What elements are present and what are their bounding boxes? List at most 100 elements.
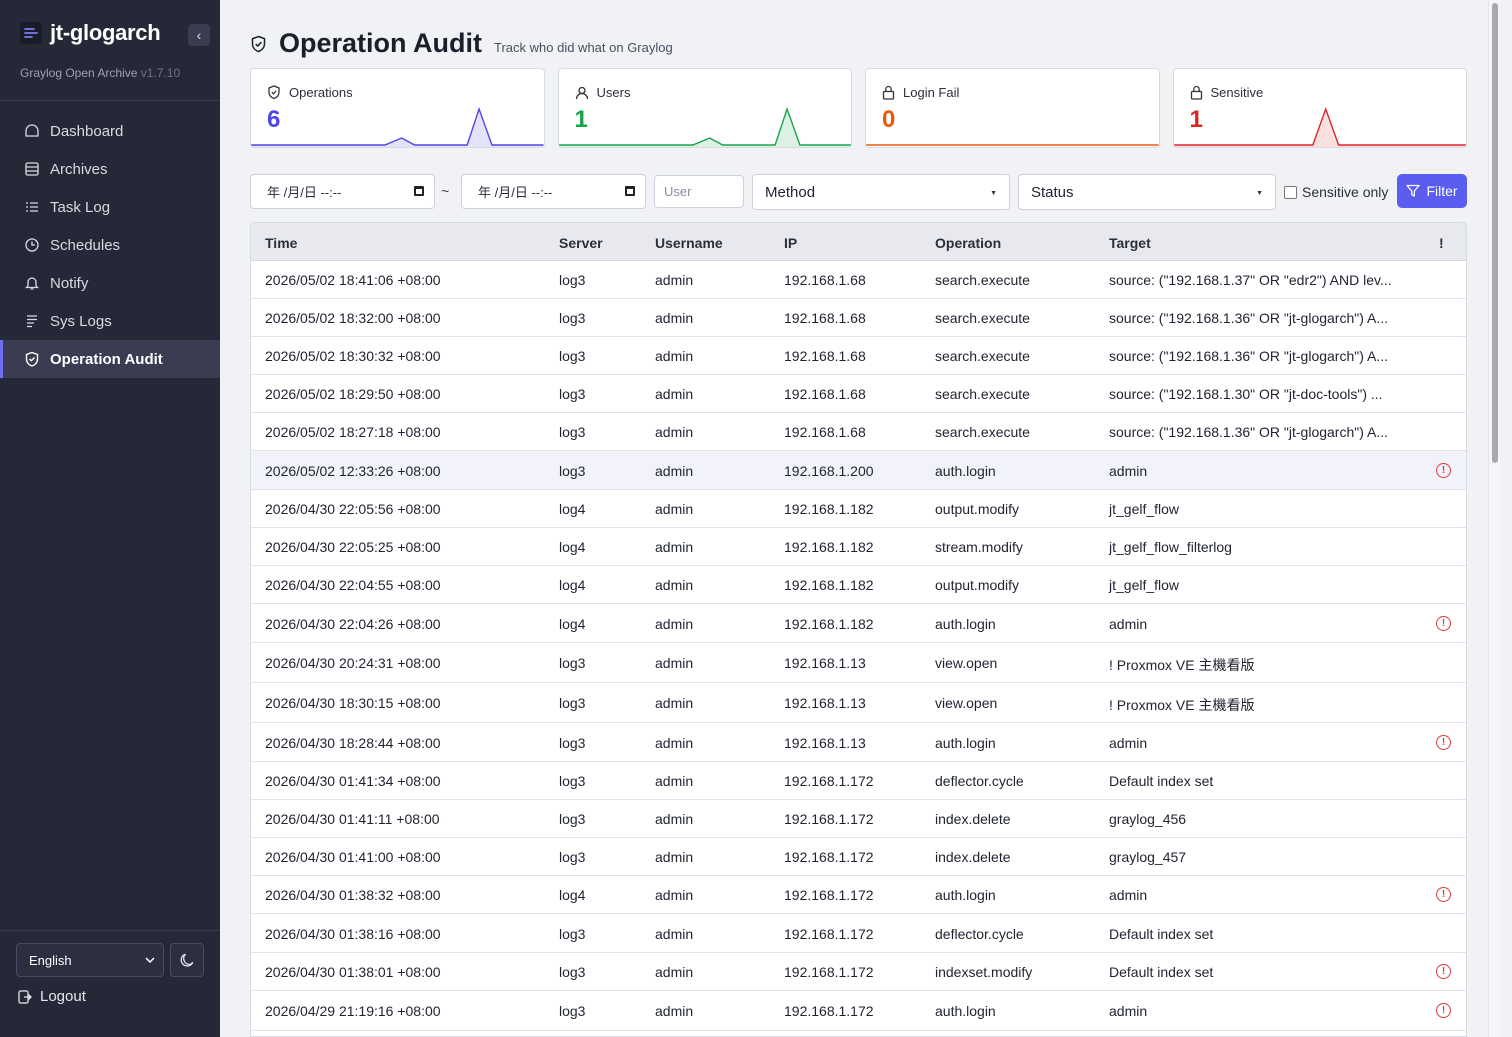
cell-username: admin	[655, 616, 694, 632]
theme-toggle-button[interactable]	[170, 943, 204, 977]
cell-target: admin	[1109, 1003, 1148, 1019]
table-row[interactable]: 2026/05/02 18:41:06 +08:00 log3 admin 192.1…	[251, 261, 1466, 299]
logout-icon	[18, 989, 32, 1004]
cell-operation: index.delete	[935, 849, 1011, 865]
table-row[interactable]: 2026/04/30 01:41:00 +08:00 log3 admin 192.1…	[251, 838, 1466, 876]
cell-time: 2026/04/30 01:38:16 +08:00	[265, 926, 441, 942]
cell-target: graylog_456	[1109, 811, 1187, 827]
table-row[interactable]: 2026/04/30 18:30:15 +08:00 log3 admin 192.1…	[251, 683, 1466, 723]
filter-icon	[1406, 184, 1421, 197]
cell-operation: auth.login	[935, 616, 996, 632]
cell-ip: 192.168.1.182	[784, 577, 874, 593]
table-row[interactable]: 2026/04/30 22:05:25 +08:00 log4 admin 192.1…	[251, 528, 1466, 566]
cell-time: 2026/05/02 18:41:06 +08:00	[265, 272, 441, 288]
stat-card-label-text: Operations	[289, 85, 353, 100]
user-input[interactable]: User	[654, 175, 744, 208]
table-row[interactable]: 2026/04/30 22:04:26 +08:00 log4 admin 192.1…	[251, 604, 1466, 643]
checkbox-box[interactable]	[1284, 185, 1297, 199]
table-row[interactable]: 2026/04/30 20:24:31 +08:00 log3 admin 192.1…	[251, 643, 1466, 683]
sidebar-item-task-log[interactable]: Task Log	[0, 188, 220, 226]
stat-card-login-fail[interactable]: Login Fail 0	[865, 68, 1160, 148]
col-operation[interactable]: Operation	[935, 235, 1002, 251]
table-row[interactable]: 2026/04/30 01:41:11 +08:00 log3 admin 192.1…	[251, 800, 1466, 838]
cell-target: graylog_457	[1109, 849, 1187, 865]
stat-card-sensitive[interactable]: Sensitive 1	[1172, 68, 1467, 148]
sidebar-item-sys-logs[interactable]: Sys Logs	[0, 302, 220, 340]
col-server[interactable]: Server	[559, 235, 603, 251]
col-target[interactable]: Target	[1109, 235, 1151, 251]
brand: jt-glogarch ‹ Graylog Open Archive v1.7.…	[0, 0, 220, 101]
cell-operation: search.execute	[935, 386, 1030, 402]
cell-target: source: ("192.168.1.37" OR "edr2") AND l…	[1109, 272, 1392, 288]
method-value: Method	[765, 183, 816, 201]
archive-icon	[24, 161, 40, 177]
sidebar-item-label: Task Log	[50, 198, 111, 216]
cell-ip: 192.168.1.13	[784, 695, 866, 711]
table-row[interactable]: 2026/05/02 12:33:26 +08:00 log3 admin 192.1…	[251, 451, 1466, 490]
cell-username: admin	[655, 695, 694, 711]
cell-time: 2026/04/30 22:04:55 +08:00	[265, 577, 441, 593]
range-separator: ~	[441, 183, 450, 199]
filter-button[interactable]: Filter	[1397, 174, 1467, 208]
sidebar-item-label: Sys Logs	[50, 312, 112, 330]
language-select[interactable]: English	[16, 943, 164, 977]
sidebar-item-notify[interactable]: Notify	[0, 264, 220, 302]
cell-username: admin	[655, 887, 694, 903]
col-username[interactable]: Username	[655, 235, 723, 251]
table-row[interactable]: 2026/04/30 01:38:01 +08:00 log3 admin 192.1…	[251, 953, 1466, 991]
collapse-sidebar-button[interactable]: ‹	[188, 24, 210, 46]
cell-target: Default index set	[1109, 926, 1214, 942]
cell-time: 2026/05/02 18:30:32 +08:00	[265, 348, 441, 364]
col-time[interactable]: Time	[265, 235, 298, 251]
table-row[interactable]: 2026/04/29 21:19:16 +08:00 log3 admin 192.1…	[251, 991, 1466, 1031]
sensitive-only-checkbox[interactable]: Sensitive only	[1284, 184, 1388, 200]
cell-username: admin	[655, 964, 694, 980]
cell-server: log4	[559, 887, 586, 903]
cell-ip: 192.168.1.68	[784, 310, 866, 326]
table-row[interactable]: 2026/04/30 01:38:16 +08:00 log3 admin 192.1…	[251, 914, 1466, 953]
stat-card-value: 6	[267, 106, 281, 133]
cell-server: log3	[559, 735, 586, 751]
table-row[interactable]: 2026/05/02 18:27:18 +08:00 log3 admin 192.1…	[251, 413, 1466, 451]
sidebar-item-archives[interactable]: Archives	[0, 150, 220, 188]
sidebar-item-schedules[interactable]: Schedules	[0, 226, 220, 264]
table-row[interactable]: 2026/04/30 22:04:55 +08:00 log4 admin 192.1…	[251, 566, 1466, 604]
sidebar-item-operation-audit[interactable]: Operation Audit	[0, 340, 220, 378]
sensitive-alert-icon: !	[1436, 463, 1451, 478]
calendar-icon	[414, 186, 424, 196]
stat-card-operations[interactable]: Operations 6	[250, 68, 545, 148]
stat-card-users[interactable]: Users 1	[557, 68, 852, 148]
sidebar-nav: Dashboard Archives Task Log Schedules Notify…	[0, 112, 220, 378]
table-row[interactable]: 2026/04/30 22:05:56 +08:00 log4 admin 192.1…	[251, 490, 1466, 528]
cell-time: 2026/04/30 01:41:34 +08:00	[265, 773, 441, 789]
table-row[interactable]: 2026/05/02 18:30:32 +08:00 log3 admin 192.1…	[251, 337, 1466, 375]
sidebar-item-dashboard[interactable]: Dashboard	[0, 112, 220, 150]
logout-link[interactable]: Logout	[18, 988, 86, 1005]
table-row[interactable]: 2026/04/30 01:41:34 +08:00 log3 admin 192.1…	[251, 762, 1466, 800]
table-row[interactable]: 2026/04/30 01:38:32 +08:00 log4 admin 192.1…	[251, 876, 1466, 914]
status-select[interactable]: Status ▼	[1018, 174, 1276, 210]
cell-username: admin	[655, 735, 694, 751]
table-row[interactable]: 2026/04/30 18:28:44 +08:00 log3 admin 192.1…	[251, 723, 1466, 762]
app-subtitle-text: Graylog Open Archive	[20, 66, 138, 80]
sparkline-chart	[251, 106, 544, 147]
to-date-input[interactable]: 年 /月/日 --:--	[461, 174, 646, 209]
page-scrollbar[interactable]	[1488, 0, 1500, 1037]
cell-operation: output.modify	[935, 501, 1020, 517]
cell-server: log4	[559, 577, 586, 593]
from-date-input[interactable]: 年 /月/日 --:--	[250, 174, 435, 209]
table-row[interactable]: 2026/05/02 18:29:50 +08:00 log3 admin 192.1…	[251, 375, 1466, 413]
cell-time: 2026/04/30 22:04:26 +08:00	[265, 616, 441, 632]
sensitive-only-label: Sensitive only	[1302, 184, 1389, 200]
cell-target: jt_gelf_flow	[1109, 577, 1180, 593]
col-flag[interactable]: !	[1439, 235, 1444, 251]
filter-bar: 年 /月/日 --:-- ~ 年 /月/日 --:-- User Method …	[250, 174, 1467, 210]
cell-time: 2026/05/02 12:33:26 +08:00	[265, 463, 441, 479]
col-ip[interactable]: IP	[784, 235, 798, 251]
cell-operation: view.open	[935, 655, 998, 671]
cell-time: 2026/04/30 22:05:25 +08:00	[265, 539, 441, 555]
table-row[interactable]: 2026/05/02 18:32:00 +08:00 log3 admin 192.1…	[251, 299, 1466, 337]
cell-operation: stream.modify	[935, 539, 1023, 555]
method-select[interactable]: Method ▼	[752, 174, 1010, 210]
scrollbar-thumb[interactable]	[1492, 3, 1498, 463]
